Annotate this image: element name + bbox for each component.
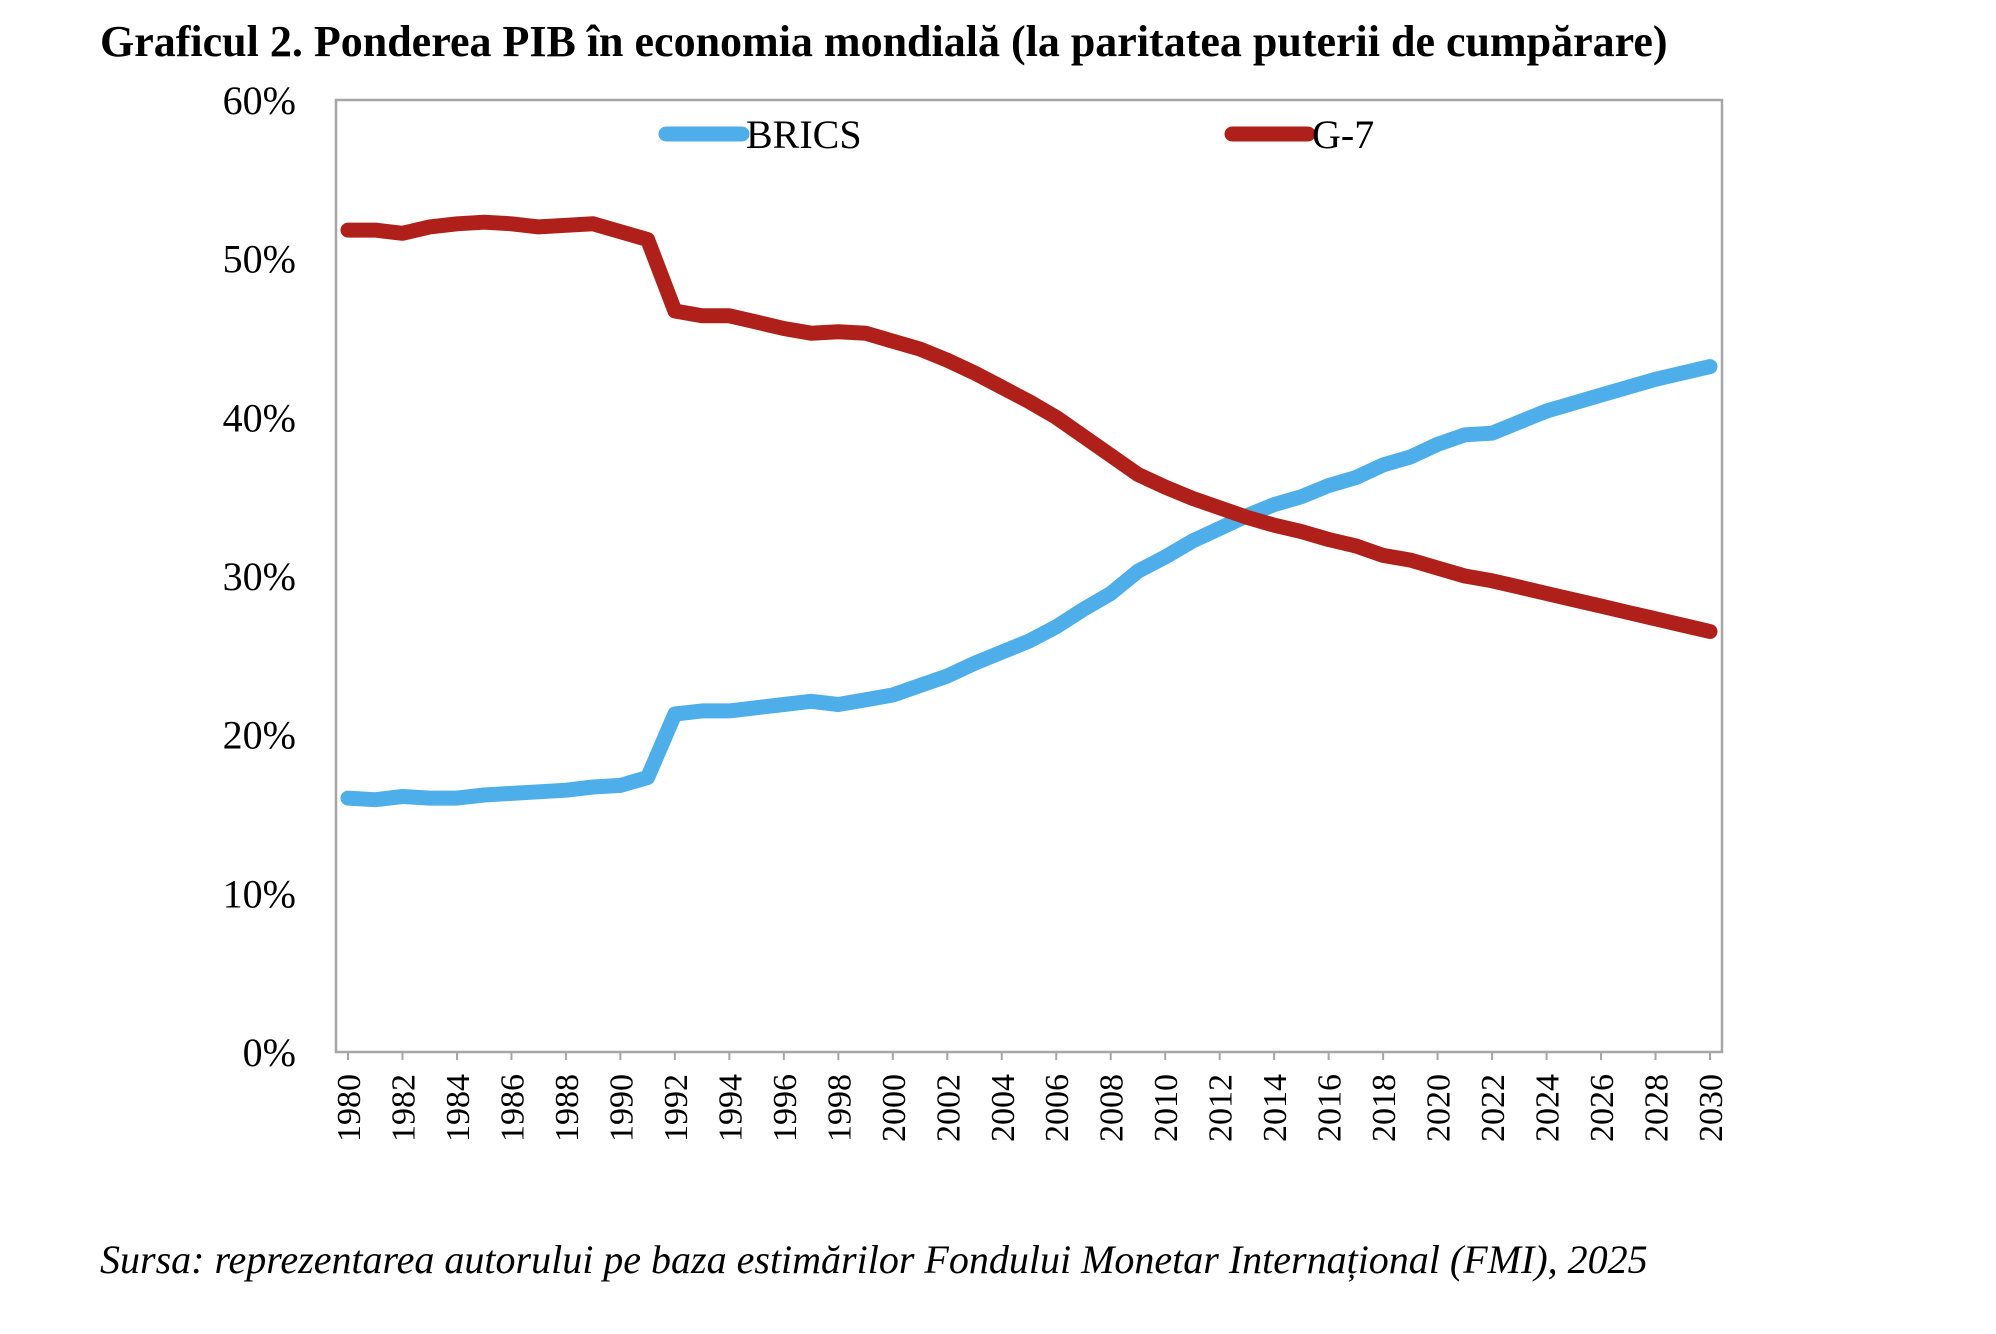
x-tick-label: 1988 bbox=[549, 1074, 586, 1142]
x-tick-label: 2022 bbox=[1475, 1074, 1512, 1142]
y-axis-ticks: 0% 10% 20% 30% 40% 50% 60% bbox=[223, 78, 296, 1075]
x-tick-label: 2028 bbox=[1639, 1074, 1676, 1142]
source-note: Sursa: reprezentarea autorului pe baza e… bbox=[100, 1237, 1648, 1282]
x-tick-label: 1990 bbox=[603, 1074, 640, 1142]
x-tick-label: 2014 bbox=[1257, 1074, 1294, 1142]
x-tick-label: 2000 bbox=[876, 1074, 913, 1142]
y-tick-label: 50% bbox=[223, 237, 296, 282]
plot-area-border bbox=[334, 98, 1724, 1054]
legend-label-g-7: G-7 bbox=[1312, 112, 1374, 157]
x-axis-ticks: 1980 1982 1984 1986 1988 1990 1992 1994 1996 1998… bbox=[331, 1052, 1730, 1142]
y-tick-label: 30% bbox=[223, 554, 296, 599]
x-tick-label: 1994 bbox=[712, 1074, 749, 1142]
series-line-brics bbox=[340, 359, 1718, 808]
series-lines bbox=[340, 214, 1718, 808]
x-tick-label: 1986 bbox=[494, 1074, 531, 1142]
x-tick-label: 1996 bbox=[767, 1074, 804, 1142]
y-tick-label: 20% bbox=[223, 713, 296, 758]
legend-label-brics: BRICS bbox=[746, 112, 862, 157]
y-tick-label: 40% bbox=[223, 395, 296, 440]
y-tick-label: 10% bbox=[223, 871, 296, 916]
x-tick-label: 2030 bbox=[1693, 1074, 1730, 1142]
y-tick-label: 60% bbox=[223, 78, 296, 123]
x-tick-label: 1982 bbox=[385, 1074, 422, 1142]
x-tick-label: 2002 bbox=[930, 1074, 967, 1142]
x-tick-label: 2026 bbox=[1584, 1074, 1621, 1142]
x-tick-label: 2006 bbox=[1039, 1074, 1076, 1142]
legend: BRICS G-7 bbox=[658, 112, 1374, 157]
x-tick-label: 2008 bbox=[1094, 1074, 1131, 1142]
x-tick-label: 1984 bbox=[440, 1074, 477, 1142]
x-tick-label: 1992 bbox=[658, 1074, 695, 1142]
x-tick-label: 2024 bbox=[1530, 1074, 1567, 1142]
x-tick-label: 2018 bbox=[1366, 1074, 1403, 1142]
series-line-g-7 bbox=[340, 214, 1718, 639]
y-tick-label: 0% bbox=[243, 1030, 296, 1075]
x-tick-label: 2010 bbox=[1148, 1074, 1185, 1142]
x-tick-label: 2020 bbox=[1421, 1074, 1458, 1142]
x-tick-label: 2016 bbox=[1312, 1074, 1349, 1142]
x-tick-label: 1980 bbox=[331, 1074, 368, 1142]
chart-title: Graficul 2. Ponderea PIB în economia mon… bbox=[100, 17, 1668, 66]
x-tick-label: 2004 bbox=[985, 1074, 1022, 1142]
x-tick-label: 2012 bbox=[1203, 1074, 1240, 1142]
x-tick-label: 1998 bbox=[821, 1074, 858, 1142]
